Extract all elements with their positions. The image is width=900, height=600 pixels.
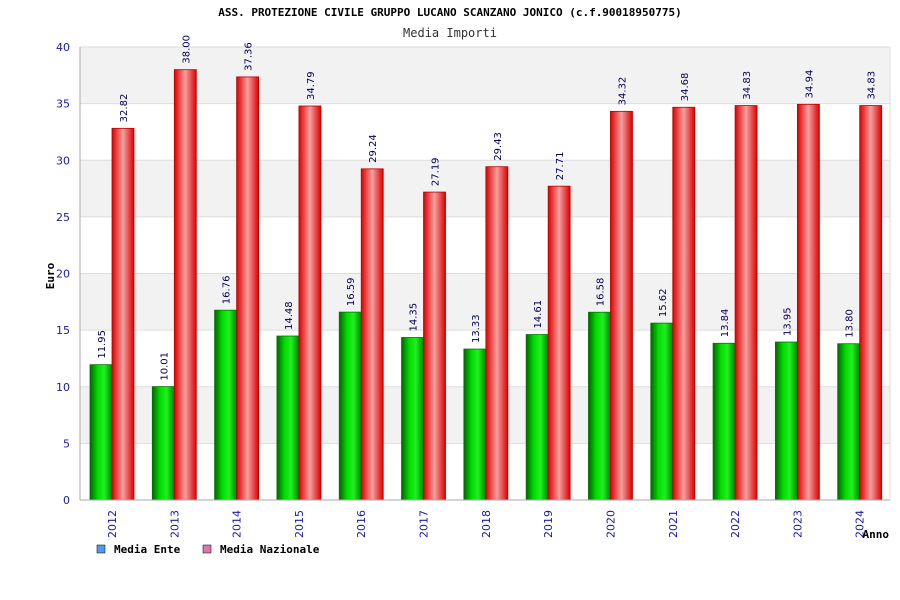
bar-media-ente (525, 334, 549, 501)
legend-swatch-media-ente (96, 544, 106, 554)
y-tick-label: 0 (63, 494, 70, 507)
bar-media-ente (214, 309, 238, 501)
value-label-media-nazionale: 34.94 (804, 70, 815, 99)
chart-subtitle: Media Importi (403, 26, 497, 40)
bar-media-ente (338, 311, 362, 501)
bar-media-nazionale (485, 166, 509, 501)
y-tick-label: 35 (56, 98, 70, 111)
value-label-media-nazionale: 29.43 (493, 132, 504, 161)
value-label-media-nazionale: 32.82 (119, 94, 130, 123)
value-label-media-nazionale: 34.83 (867, 71, 878, 100)
plot-band (80, 47, 890, 104)
bar-media-nazionale (547, 185, 571, 501)
x-tick-label: 2023 (791, 510, 804, 538)
legend-label-media-ente: Media Ente (114, 543, 181, 556)
value-label-media-ente: 14.48 (284, 301, 295, 330)
value-label-media-ente: 16.58 (595, 278, 606, 307)
value-label-media-nazionale: 27.71 (555, 152, 566, 181)
x-tick-label: 2022 (729, 510, 742, 538)
x-tick-label: 2018 (480, 510, 493, 538)
plot-band (80, 103, 890, 161)
value-label-media-ente: 16.76 (222, 276, 233, 305)
bar-media-nazionale (298, 105, 322, 501)
legend-label-media-nazionale: Media Nazionale (220, 543, 320, 556)
plot-band (80, 216, 890, 274)
x-tick-label: 2016 (355, 510, 368, 538)
y-tick-label: 10 (56, 381, 70, 394)
x-tick-label: 2013 (168, 510, 181, 538)
value-label-media-nazionale: 34.32 (617, 77, 628, 106)
legend-swatch-media-nazionale (202, 544, 212, 554)
plot-band (80, 160, 890, 217)
bar-media-nazionale (734, 105, 758, 501)
value-label-media-ente: 15.62 (658, 288, 669, 317)
value-label-media-nazionale: 37.36 (244, 42, 255, 71)
legend: Media Ente Media Nazionale (96, 543, 320, 556)
bar-media-ente (774, 341, 798, 501)
value-label-media-ente: 14.35 (409, 303, 420, 332)
value-label-media-nazionale: 29.24 (368, 134, 379, 163)
y-tick-label: 20 (56, 268, 70, 281)
bar-media-ente (401, 337, 424, 501)
bar-media-nazionale (111, 127, 135, 501)
y-tick-label: 25 (56, 211, 70, 224)
value-label-media-nazionale: 34.68 (680, 73, 691, 102)
chart-title: ASS. PROTEZIONE CIVILE GRUPPO LUCANO SCA… (218, 6, 682, 19)
bar-media-nazionale (236, 76, 260, 501)
value-label-media-nazionale: 34.83 (742, 71, 753, 100)
x-axis-label: Anno (863, 528, 890, 541)
axes: 0 5 10 15 20 25 30 35 40 2012 2013 2014 2015 2016 2017… (56, 41, 891, 538)
value-label-media-ente: 16.59 (346, 277, 357, 306)
bar-media-nazionale (859, 105, 883, 501)
x-tick-label: 2024 (854, 510, 867, 538)
value-label-media-nazionale: 27.19 (431, 157, 442, 186)
value-label-media-ente: 14.61 (533, 300, 544, 329)
bar-media-ente (276, 335, 300, 501)
bar-media-ente (837, 343, 861, 501)
bars: 11.95 32.82 10.01 38.00 16.76 37.36 14.48 34.79… (89, 35, 883, 501)
bar-media-nazionale (360, 168, 384, 501)
bar-media-nazionale (672, 106, 696, 501)
value-label-media-ente: 13.95 (782, 307, 793, 336)
bar-media-ente (712, 342, 736, 501)
plot-band (80, 273, 890, 331)
x-tick-label: 2017 (418, 510, 431, 538)
x-tick-label: 2021 (667, 510, 680, 538)
bar-media-ente (89, 364, 113, 501)
value-label-media-ente: 10.01 (159, 352, 170, 381)
x-tick-label: 2012 (106, 510, 119, 538)
y-tick-label: 40 (56, 41, 70, 54)
value-label-media-nazionale: 38.00 (181, 35, 192, 64)
bar-media-nazionale (796, 103, 820, 501)
x-tick-label: 2019 (542, 510, 555, 538)
x-tick-label: 2020 (604, 510, 617, 538)
bar-media-ente (588, 311, 611, 501)
value-label-media-ente: 13.84 (720, 309, 731, 338)
y-axis-label: Euro (44, 262, 57, 289)
x-tick-label: 2014 (231, 510, 244, 538)
y-tick-label: 5 (63, 437, 70, 450)
bar-media-ente (151, 386, 175, 501)
x-tick-label: 2015 (293, 510, 306, 538)
bar-media-nazionale (173, 69, 197, 501)
value-label-media-ente: 11.95 (97, 330, 108, 359)
value-label-media-ente: 13.33 (471, 314, 482, 343)
bar-media-ente (650, 322, 674, 501)
value-label-media-nazionale: 34.79 (306, 71, 317, 100)
y-tick-label: 15 (56, 324, 70, 337)
bar-media-nazionale (423, 191, 446, 501)
bar-media-nazionale (610, 110, 633, 501)
y-tick-label: 30 (56, 154, 70, 167)
value-label-media-ente: 13.80 (845, 309, 856, 338)
bar-media-ente (463, 348, 487, 501)
